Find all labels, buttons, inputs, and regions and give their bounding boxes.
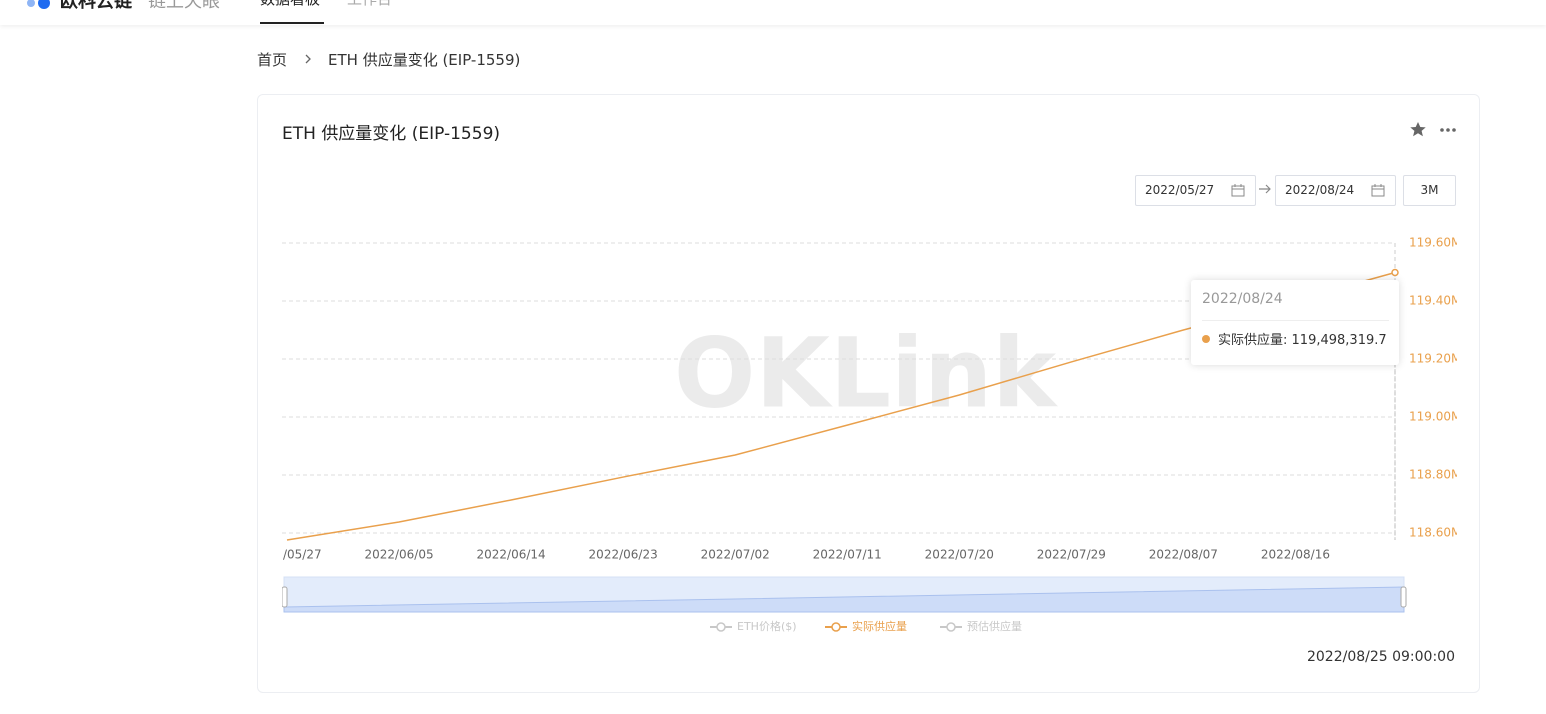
breadcrumb-current: ETH 供应量变化 (EIP-1559) <box>328 51 521 69</box>
calendar-icon <box>1231 184 1245 197</box>
range-label: 3M <box>1420 183 1439 197</box>
tooltip-divider <box>1202 320 1389 321</box>
brand: 欧科云链 <box>60 0 132 12</box>
tooltip-date: 2022/08/24 <box>1202 291 1283 307</box>
tooltip-value: 119,498,319.7 <box>1291 333 1387 348</box>
legend-label: ETH价格($) <box>737 619 797 633</box>
y-tick-label: 119.00M <box>1409 410 1457 424</box>
legend-label: 预估供应量 <box>967 619 1022 633</box>
nav-item[interactable]: 数据看板 <box>260 0 320 9</box>
zoom-handle <box>282 586 288 608</box>
start-date: 2022/05/27 <box>1145 183 1215 197</box>
start-date-input[interactable]: 2022/05/27 <box>1135 175 1256 206</box>
range-button[interactable]: 3M <box>1403 175 1456 206</box>
product: 链上天眼 <box>148 0 220 12</box>
zoom-handle <box>1400 586 1407 608</box>
x-tick-label: 2022/07/20 <box>925 548 994 562</box>
range-arrow <box>1259 184 1271 194</box>
y-tick-label: 119.20M <box>1409 352 1457 366</box>
chart: OKLink 118.60M 118.80M 119.00M 119.20M 119.40… <box>282 236 1457 633</box>
card-title: ETH 供应量变化 (EIP-1559) <box>282 124 501 144</box>
breadcrumb-link[interactable]: 首页 <box>257 51 288 69</box>
zoom-preview <box>283 586 1405 613</box>
x-tick-label: 2022/06/23 <box>589 548 658 562</box>
nav-underline <box>260 22 324 24</box>
calendar-icon <box>1371 184 1385 197</box>
x-tick-label: 2022/05/27 <box>282 548 322 562</box>
x-tick-label: 2022/08/16 <box>1261 548 1330 562</box>
tooltip-series: 实际供应量: 119,498,319.7 <box>1218 333 1387 348</box>
legend-marker <box>946 622 956 632</box>
end-date-input[interactable]: 2022/08/24 <box>1275 175 1396 206</box>
legend-label: 实际供应量 <box>852 619 907 633</box>
x-tick-label: 2022/06/14 <box>477 548 546 562</box>
x-tick-label: 2022/07/29 <box>1037 548 1106 562</box>
nav-item[interactable]: 工作台 <box>347 0 392 9</box>
y-tick-label: 118.60M <box>1409 526 1457 540</box>
chart-card <box>257 94 1480 693</box>
y-tick-label: 119.60M <box>1409 236 1457 250</box>
y-tick-label: 119.40M <box>1409 294 1457 308</box>
logo-icon <box>27 0 50 9</box>
x-tick-label: 2022/08/07 <box>1149 548 1218 562</box>
tooltip-series-name: 实际供应量 <box>1218 333 1284 348</box>
y-tick-label: 118.80M <box>1409 468 1457 482</box>
data-point <box>1391 268 1399 277</box>
breadcrumb-separator <box>305 54 311 64</box>
updated-time: 2022/08/25 09:00:00 <box>1306 649 1455 665</box>
x-tick-label: 2022/06/05 <box>364 548 433 562</box>
tooltip-dot <box>1202 335 1210 343</box>
top-bar: 欧科云链 链上天眼 数据看板 工作台 <box>0 0 1546 25</box>
card-actions[interactable] <box>1409 121 1469 139</box>
watermark: OKLink <box>674 317 1058 429</box>
x-tick-label: 2022/07/02 <box>701 548 770 562</box>
x-tick-label: 2022/07/11 <box>813 548 882 562</box>
end-date: 2022/08/24 <box>1285 183 1355 197</box>
legend-marker <box>831 622 841 632</box>
legend-marker <box>716 622 726 632</box>
tooltip: 2022/08/24 实际供应量: 119,498,319.7 <box>1191 280 1399 365</box>
